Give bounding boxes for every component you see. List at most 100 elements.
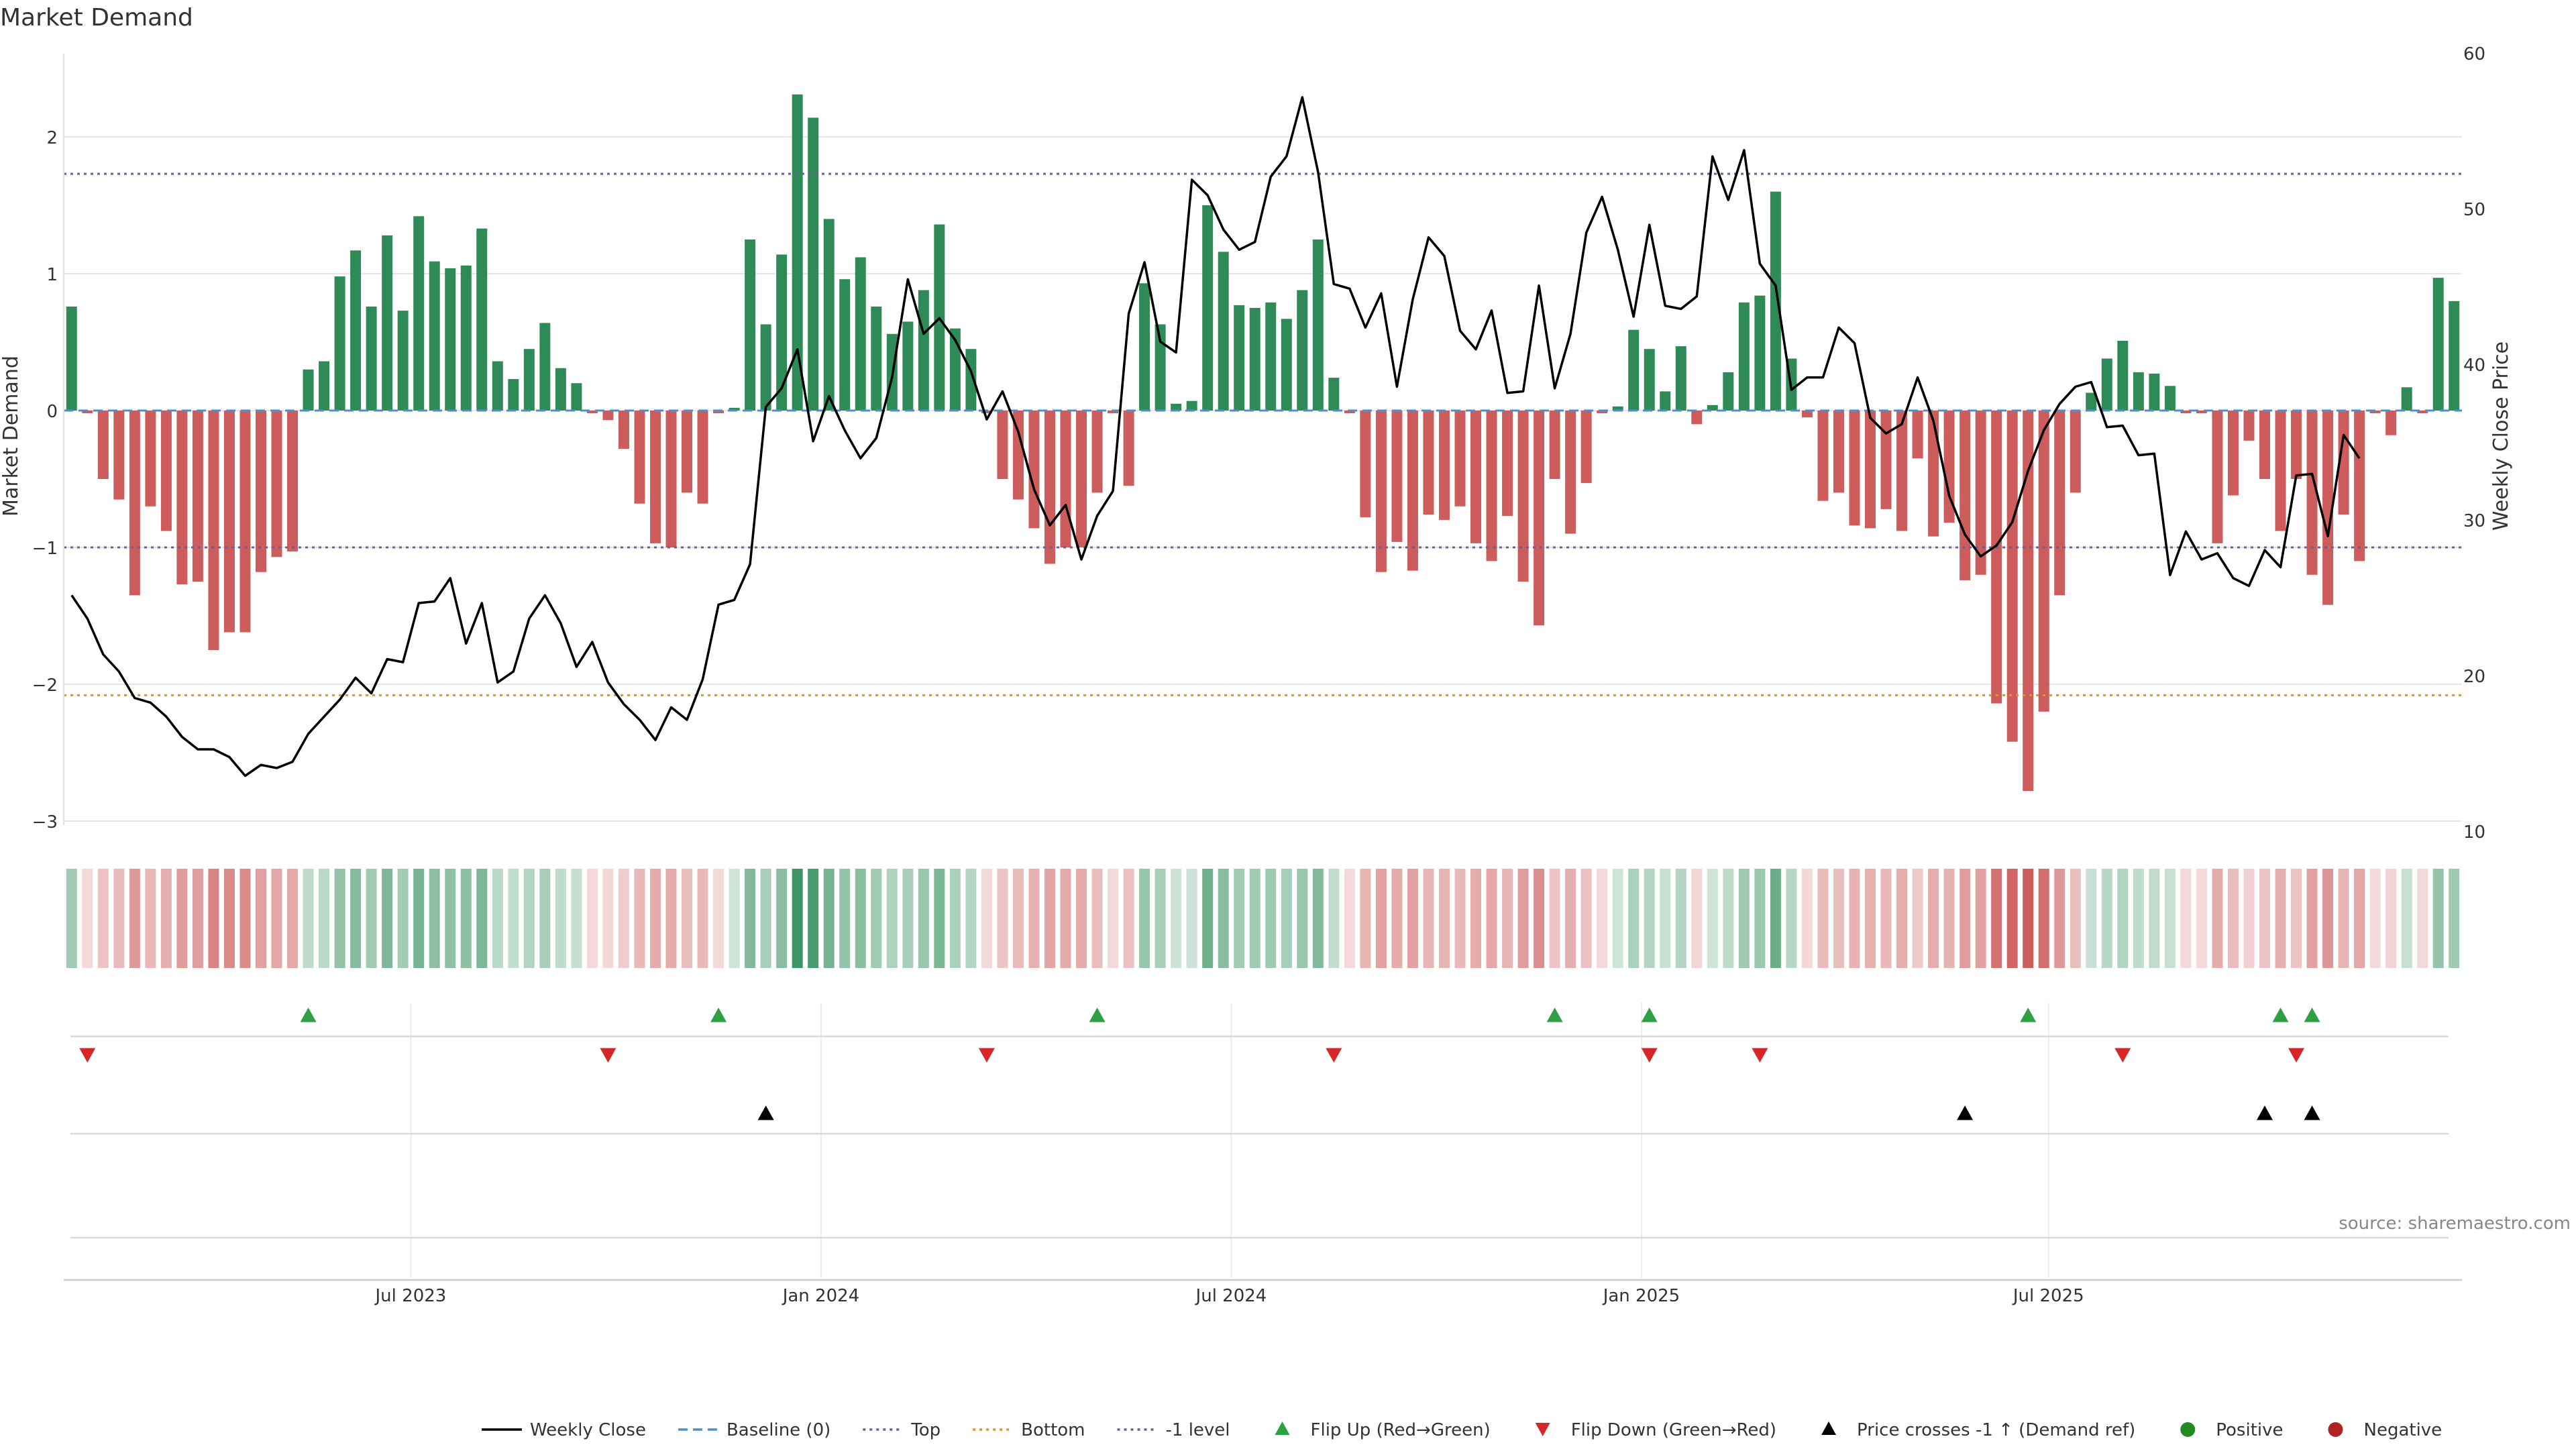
demand-heat-cell	[160, 869, 172, 968]
demand-heat-cell	[1249, 869, 1260, 968]
demand-heat-cell	[1391, 869, 1403, 968]
demand-bar	[445, 268, 456, 411]
demand-heat-cell	[1502, 869, 1513, 968]
demand-heat-cell	[1060, 869, 1071, 968]
demand-heat-cell	[918, 869, 929, 968]
demand-heat-cell	[1565, 869, 1576, 968]
demand-heat-cell	[1943, 869, 1955, 968]
demand-heat-cell	[1660, 869, 1671, 968]
price-cross-marker	[2257, 1106, 2273, 1120]
demand-bar	[1517, 411, 1529, 582]
legend-symbol	[2328, 1422, 2343, 1437]
demand-bar	[2101, 358, 2112, 411]
demand-bar	[1423, 411, 1434, 515]
demand-bar	[1375, 411, 1387, 572]
demand-heat-cell	[1028, 869, 1040, 968]
demand-bar	[287, 411, 299, 552]
demand-heat-cell	[1597, 869, 1608, 968]
demand-bars	[66, 94, 2460, 792]
demand-bar	[1754, 295, 1766, 411]
demand-bar	[713, 411, 724, 414]
demand-bar	[2306, 411, 2318, 575]
demand-heat-cell	[2101, 869, 2112, 968]
demand-heat-cell	[129, 869, 140, 968]
demand-heat-cell	[713, 869, 724, 968]
y2-tick-label: 60	[2463, 44, 2485, 64]
demand-bar	[823, 219, 835, 411]
legend-item: Flip Up (Red→Green)	[1275, 1420, 1491, 1440]
demand-heat-cell	[2038, 869, 2049, 968]
demand-bar	[2006, 411, 2018, 742]
demand-bar	[2322, 411, 2334, 605]
demand-heat-cell	[2117, 869, 2129, 968]
demand-heat-cell	[2369, 869, 2381, 968]
demand-bar	[1281, 319, 1292, 411]
demand-bar	[555, 368, 566, 411]
demand-bar	[2117, 340, 2129, 411]
demand-bar	[82, 411, 93, 414]
demand-heat-cell	[1344, 869, 1355, 968]
demand-bar	[682, 411, 693, 493]
y-axis-label: Market Demand	[0, 356, 23, 517]
demand-bar	[1344, 411, 1355, 414]
demand-heat-cell	[902, 869, 914, 968]
demand-heat-cell	[2338, 869, 2349, 968]
legend-item: Top	[863, 1420, 941, 1440]
demand-bar	[492, 361, 503, 411]
y-tick-label: −1	[32, 539, 58, 559]
legend-label: -1 level	[1166, 1420, 1230, 1440]
demand-bar	[2401, 387, 2412, 411]
legend-item: Negative	[2328, 1420, 2442, 1440]
demand-heat-cell	[1675, 869, 1686, 968]
demand-heat-cell	[2006, 869, 2018, 968]
legend-label: Flip Up (Red→Green)	[1311, 1420, 1491, 1440]
demand-bar	[192, 411, 203, 582]
demand-heat-cell	[1896, 869, 1908, 968]
flip-down-marker	[978, 1048, 995, 1063]
demand-bar	[1502, 411, 1513, 517]
demand-heat-cell	[682, 869, 693, 968]
demand-bar	[303, 369, 314, 411]
demand-heat-cell	[1328, 869, 1340, 968]
y-tick-label: −2	[32, 676, 58, 696]
demand-heat-cell	[1360, 869, 1371, 968]
demand-bar	[792, 94, 803, 411]
demand-bar	[1234, 305, 1245, 411]
demand-heat-cell	[303, 869, 314, 968]
demand-heat-cell	[1628, 869, 1640, 968]
x-tick-label: Jul 2023	[374, 1286, 447, 1306]
demand-heat-cell	[665, 869, 677, 968]
demand-heat-cell	[2354, 869, 2365, 968]
demand-bar	[649, 411, 661, 543]
demand-heat-cell	[1202, 869, 1214, 968]
demand-heat-cell	[208, 869, 219, 968]
demand-bar	[1865, 411, 1876, 529]
y-tick-label: −3	[32, 812, 58, 833]
price-cross-marker	[1957, 1106, 1974, 1120]
demand-heat-cell	[555, 869, 566, 968]
demand-heat-cell	[808, 869, 819, 968]
demand-heat-cell	[1155, 869, 1166, 968]
demand-bar	[1707, 405, 1718, 411]
demand-bar	[2038, 411, 2049, 712]
demand-bar	[460, 265, 472, 411]
demand-heat-cell	[1012, 869, 1024, 968]
demand-heat-cell	[1091, 869, 1103, 968]
demand-heat-cell	[1423, 869, 1434, 968]
demand-bar	[1770, 191, 1781, 411]
x-tick-label: Jul 2025	[2012, 1286, 2084, 1306]
y2-tick-label: 20	[2463, 667, 2485, 687]
demand-bar	[586, 411, 598, 414]
demand-bar	[1486, 411, 1497, 561]
legend-symbol	[1821, 1421, 1837, 1435]
demand-heat-cell	[760, 869, 771, 968]
demand-bar	[1660, 391, 1671, 411]
demand-bar	[223, 411, 235, 633]
demand-heat-cell	[1612, 869, 1623, 968]
demand-bar	[776, 254, 788, 411]
demand-bar	[2164, 386, 2176, 411]
demand-heat-cell	[2070, 869, 2081, 968]
demand-bar	[1360, 411, 1371, 518]
y2-axis-label: Weekly Close Price	[2489, 341, 2513, 531]
y2-tick-label: 10	[2463, 822, 2485, 843]
